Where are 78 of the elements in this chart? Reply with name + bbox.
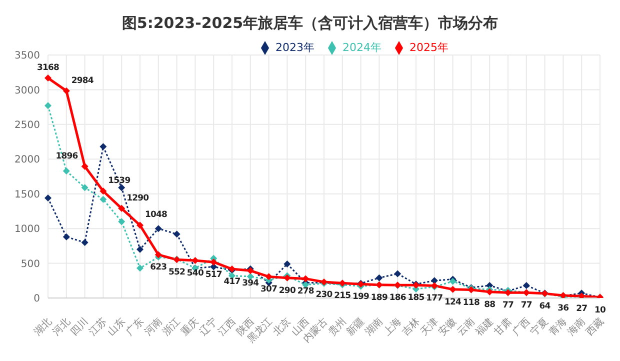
legend-label: 2024年 <box>342 41 382 54</box>
data-label: 77 <box>502 300 514 311</box>
data-label: 189 <box>370 292 388 303</box>
data-label: 1539 <box>108 176 131 186</box>
data-label: 124 <box>444 297 462 308</box>
data-label: 394 <box>242 278 260 289</box>
y-tick-label: 3500 <box>14 50 40 62</box>
x-tick-label: 安徽 <box>436 316 459 338</box>
point <box>265 273 272 280</box>
point <box>192 257 199 264</box>
point <box>100 143 107 150</box>
data-label: 517 <box>205 270 222 280</box>
point <box>173 230 180 238</box>
point <box>284 260 291 268</box>
data-label: 215 <box>334 291 352 302</box>
data-label: 36 <box>558 304 570 314</box>
x-tick-label: 湖北 <box>31 316 54 338</box>
data-label: 64 <box>539 302 551 312</box>
data-label: 10 <box>594 305 606 316</box>
y-tick-label: 1500 <box>14 189 40 200</box>
legend-label: 2023年 <box>276 41 314 54</box>
data-label: 27 <box>576 304 588 314</box>
data-label: 552 <box>168 268 186 278</box>
point <box>376 274 383 282</box>
point <box>62 233 70 240</box>
point <box>136 222 144 229</box>
y-tick-label: 2500 <box>14 120 40 131</box>
point <box>394 270 402 278</box>
point <box>154 251 162 258</box>
chart-title: 图5:2023-2025年旅居车（含可计入宿营车）市场分布 <box>120 13 500 34</box>
point <box>210 258 218 266</box>
point <box>62 87 70 94</box>
legend-label: 2025年 <box>410 41 448 54</box>
point <box>154 225 162 232</box>
data-label: 540 <box>186 268 204 279</box>
data-label: 177 <box>426 294 444 304</box>
data-label: 3168 <box>36 63 60 74</box>
point <box>81 162 88 170</box>
point <box>302 275 310 282</box>
point <box>136 246 144 253</box>
data-label: 307 <box>260 284 278 295</box>
point <box>62 167 70 174</box>
data-label: 185 <box>408 293 425 304</box>
x-tick-label: 西藏 <box>583 316 606 338</box>
y-tick-label: 3000 <box>14 85 40 96</box>
data-label: 623 <box>150 262 168 273</box>
point <box>100 188 107 195</box>
data-label: 1896 <box>56 151 78 162</box>
point <box>118 204 126 212</box>
point <box>44 194 52 202</box>
y-tick-label: 500 <box>20 258 40 270</box>
data-label: 290 <box>278 286 296 296</box>
data-label: 88 <box>484 300 496 310</box>
point <box>118 218 126 226</box>
point <box>81 238 88 246</box>
point <box>449 286 456 293</box>
data-label: 2984 <box>71 76 94 86</box>
data-label: 77 <box>520 300 532 311</box>
data-label: 199 <box>352 292 370 302</box>
point <box>44 102 52 110</box>
y-tick-label: 1000 <box>14 224 40 236</box>
data-label: 278 <box>297 286 314 297</box>
x-tick-label: 北京 <box>270 316 294 338</box>
y-tick-label: 0 <box>34 294 40 305</box>
point <box>81 184 88 192</box>
point <box>136 264 144 272</box>
data-label: 1048 <box>144 210 168 220</box>
point <box>44 74 52 82</box>
point <box>118 184 126 192</box>
data-label: 118 <box>462 298 480 308</box>
point <box>100 196 107 203</box>
data-label: 417 <box>224 277 241 288</box>
data-label: 186 <box>389 293 406 304</box>
y-tick-label: 2000 <box>14 154 40 166</box>
point <box>522 282 530 290</box>
data-label: 1290 <box>126 193 150 204</box>
data-label: 230 <box>316 290 333 300</box>
point <box>430 277 438 284</box>
